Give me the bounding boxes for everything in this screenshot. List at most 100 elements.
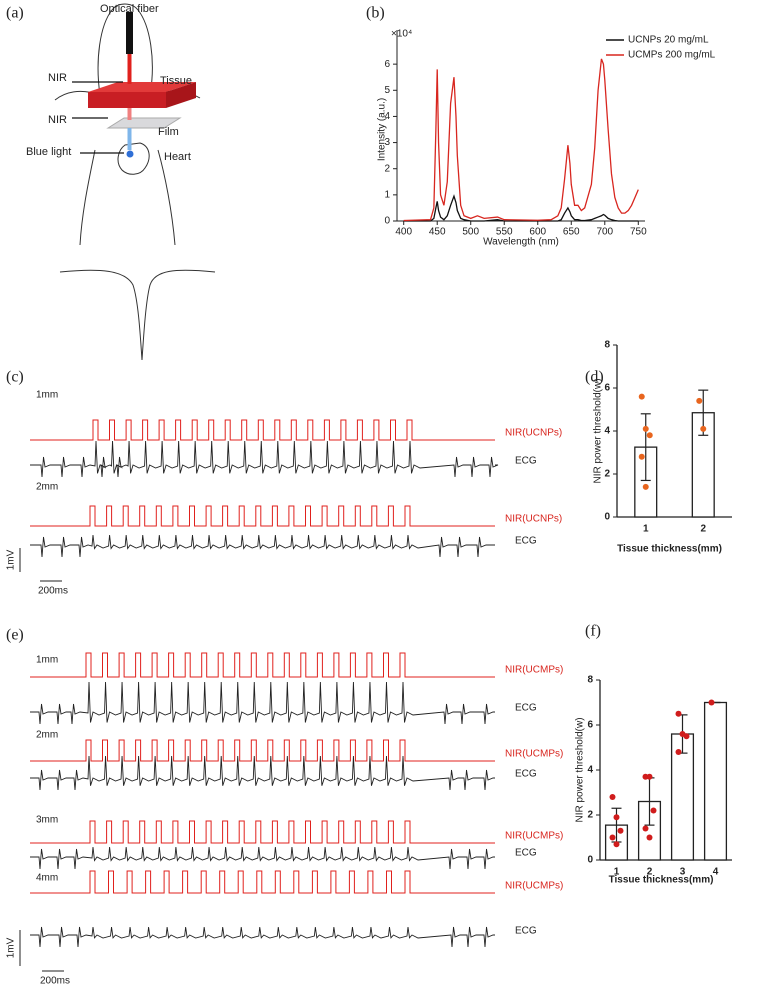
thickness-label: 3mm [36,815,58,826]
panel-label: (d) [585,369,604,386]
x-tick-label: 450 [429,227,446,238]
tissue-top [88,82,196,92]
stimulus-label: NIR(UCMPs) [505,881,563,892]
ecg-trace [30,440,499,478]
y-axis-label: Intensity (a.u.) [377,98,388,161]
nir-pulse-train [30,652,495,678]
tissue-side [166,82,196,108]
data-point [642,425,649,432]
tail-outline [59,269,216,361]
diagram-label: Blue light [26,146,71,158]
x-tick-label: 1 [614,867,620,878]
y-tick-label: 0 [604,512,610,523]
x-tick-label: 3 [680,867,686,878]
data-point [675,749,682,755]
nir-beam [127,54,132,84]
panel-label: (a) [6,5,24,22]
legend-label: UCMPs 200 mg/mL [628,50,716,61]
panel-label: (b) [366,5,385,22]
data-point [609,794,616,800]
x-tick-label: 1 [643,524,649,535]
recording-label: ECG [515,703,537,714]
data-point [646,432,653,439]
x-axis-label: Tissue thickness(mm) [617,544,722,555]
y-tick-label: 3 [384,137,390,148]
nir-pulse-train [30,739,495,762]
stimulus-label: NIR(UCMPs) [505,665,563,676]
x-tick-label: 550 [496,227,513,238]
y-tick-label: 1 [384,189,390,200]
bar [703,701,728,861]
tissue-block [88,92,166,108]
data-point [708,699,715,706]
x-axis-label: Tissue thickness(mm) [609,875,714,886]
data-point [700,425,707,432]
diagram-label: NIR [48,114,67,126]
y-tick-label: 2 [384,163,390,174]
series-line [403,58,639,222]
x-axis-label: Wavelength (nm) [483,237,559,248]
data-point [646,834,653,841]
ecg-trace [30,534,495,558]
blue-light-spot [126,150,134,158]
y-tick-label: 0 [587,855,593,866]
recording-label: ECG [515,926,537,937]
nir-pulse-train [30,820,495,844]
y-tick-label: 0 [384,216,390,227]
x-tick-label: 650 [563,227,580,238]
data-point [650,807,657,814]
diagram-label: Tissue [160,75,192,87]
data-point [613,814,620,821]
diagram-label: Film [158,126,179,138]
blue-beam [127,128,132,150]
y-tick-label: 2 [604,469,610,480]
stimulus-label: NIR(UCMPs) [505,831,563,842]
y-tick-label: 4 [384,111,390,122]
legend-label: UCNPs 20 mg/mL [628,35,709,46]
thickness-label: 2mm [36,482,58,493]
nir-pulse-train [30,419,495,441]
y-tick-label: 5 [384,85,390,96]
y-tick-label: 6 [604,383,610,394]
diagram-label: NIR [48,72,67,84]
arrows [72,81,124,154]
scale-label: 200ms [40,976,70,987]
x-tick-label: 600 [529,227,546,238]
ecg-trace [30,846,495,870]
diagram-label: Heart [164,151,191,163]
data-point [646,773,653,780]
thickness-label: 4mm [36,873,58,884]
y-tick-label: 4 [604,426,610,437]
error-bar [640,413,651,482]
ecg-trace [30,681,495,725]
data-point [642,483,649,490]
data-point [638,453,645,460]
nir-pulse-train [30,870,495,894]
y-scale-label: ×10⁴ [391,29,412,40]
y-tick-label: 8 [604,340,610,351]
data-point [609,834,616,841]
data-point [696,397,703,404]
thickness-label: 2mm [36,730,58,741]
thickness-label: 1mm [36,390,58,401]
data-point [683,733,690,740]
panel-label: (e) [6,627,24,644]
x-tick-label: 400 [395,227,412,238]
x-tick-label: 2 [647,867,653,878]
data-point [642,825,649,832]
y-axis-label: NIR power threshold(w) [575,717,586,822]
recording-label: ECG [515,456,537,467]
thickness-label: 1mm [36,655,58,666]
recording-label: ECG [515,769,537,780]
ecg-trace [30,755,495,791]
rat-diagram [54,3,216,361]
data-point [613,841,620,848]
recording-label: ECG [515,848,537,859]
y-tick-label: 6 [384,59,390,70]
ecg-trace [30,926,495,948]
scale-label: 200ms [38,586,68,597]
data-point [675,710,682,717]
x-tick-label: 500 [462,227,479,238]
y-tick-label: 4 [587,765,593,776]
